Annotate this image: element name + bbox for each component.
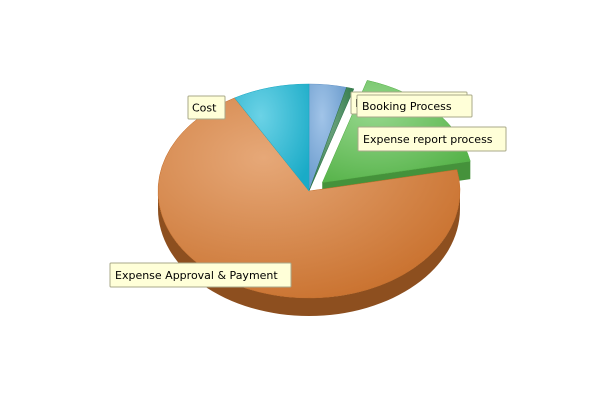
pie-slice-expense-approval-payment[interactable] xyxy=(157,97,461,299)
callout-labels: Policy ManagementBooking ProcessExpense … xyxy=(109,91,507,288)
pie-slice-cost[interactable] xyxy=(234,83,310,192)
callout-label-booking-process: Booking Process xyxy=(362,100,452,113)
pie-tops xyxy=(157,80,471,299)
pie-slice-booking-process[interactable] xyxy=(308,87,355,192)
callout-box-expense-approval-payment xyxy=(109,262,292,288)
callout-box-expense-report-process xyxy=(357,126,507,152)
callout-box-cost xyxy=(187,95,226,120)
callout-label-expense-approval-payment: Expense Approval & Payment xyxy=(115,269,278,282)
callout-label-cost: Cost xyxy=(192,102,217,115)
callout-box-booking-process xyxy=(356,94,473,118)
callout-label-expense-report-process: Expense report process xyxy=(363,133,493,146)
